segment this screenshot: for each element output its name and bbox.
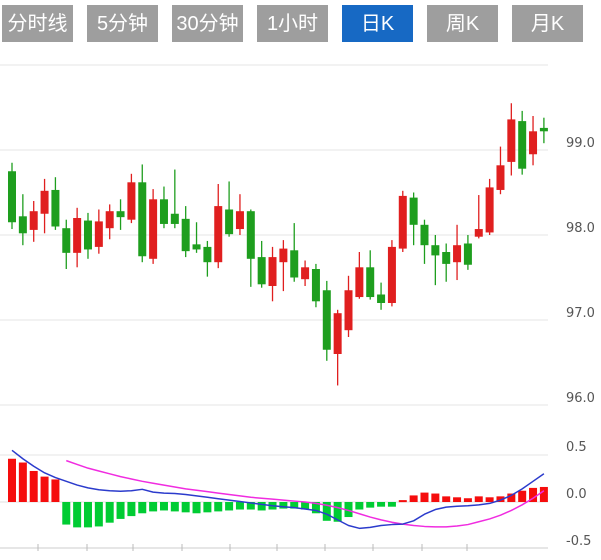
dea-line xyxy=(66,459,545,528)
tab-label: 月K xyxy=(530,12,565,35)
tab-5min[interactable]: 5分钟 xyxy=(87,5,158,42)
svg-text:0.0: 0.0 xyxy=(566,487,587,502)
period-tab-bar: 分时线 5分钟 30分钟 1小时 日K 周K 月K xyxy=(0,0,601,47)
tab-monthly-k[interactable]: 月K xyxy=(512,5,583,42)
tab-weekly-k[interactable]: 周K xyxy=(427,5,498,42)
tab-label: 30分钟 xyxy=(176,12,239,35)
tab-label: 5分钟 xyxy=(96,12,149,35)
candles-series xyxy=(8,103,548,386)
tab-label: 周K xyxy=(445,12,480,35)
x-axis-ticks xyxy=(37,544,468,552)
tab-30min[interactable]: 30分钟 xyxy=(172,5,243,42)
dif-line xyxy=(11,449,545,530)
tab-label: 分时线 xyxy=(7,12,68,35)
tab-daily-k[interactable]: 日K xyxy=(342,5,413,42)
svg-text:-0.5: -0.5 xyxy=(566,534,591,549)
svg-text:0.5: 0.5 xyxy=(566,440,587,455)
svg-text:98.0: 98.0 xyxy=(566,221,595,236)
y-axis-labels: 99.0 98.0 97.0 96.0 0.5 0.0 -0.5 xyxy=(566,136,595,549)
svg-text:97.0: 97.0 xyxy=(566,306,595,321)
svg-text:99.0: 99.0 xyxy=(566,136,595,151)
svg-text:96.0: 96.0 xyxy=(566,391,595,406)
tab-time-line[interactable]: 分时线 xyxy=(2,5,73,42)
tab-1hour[interactable]: 1小时 xyxy=(257,5,328,42)
tab-label: 1小时 xyxy=(266,12,319,35)
price-gridlines xyxy=(0,64,548,406)
tab-label: 日K xyxy=(360,12,395,35)
